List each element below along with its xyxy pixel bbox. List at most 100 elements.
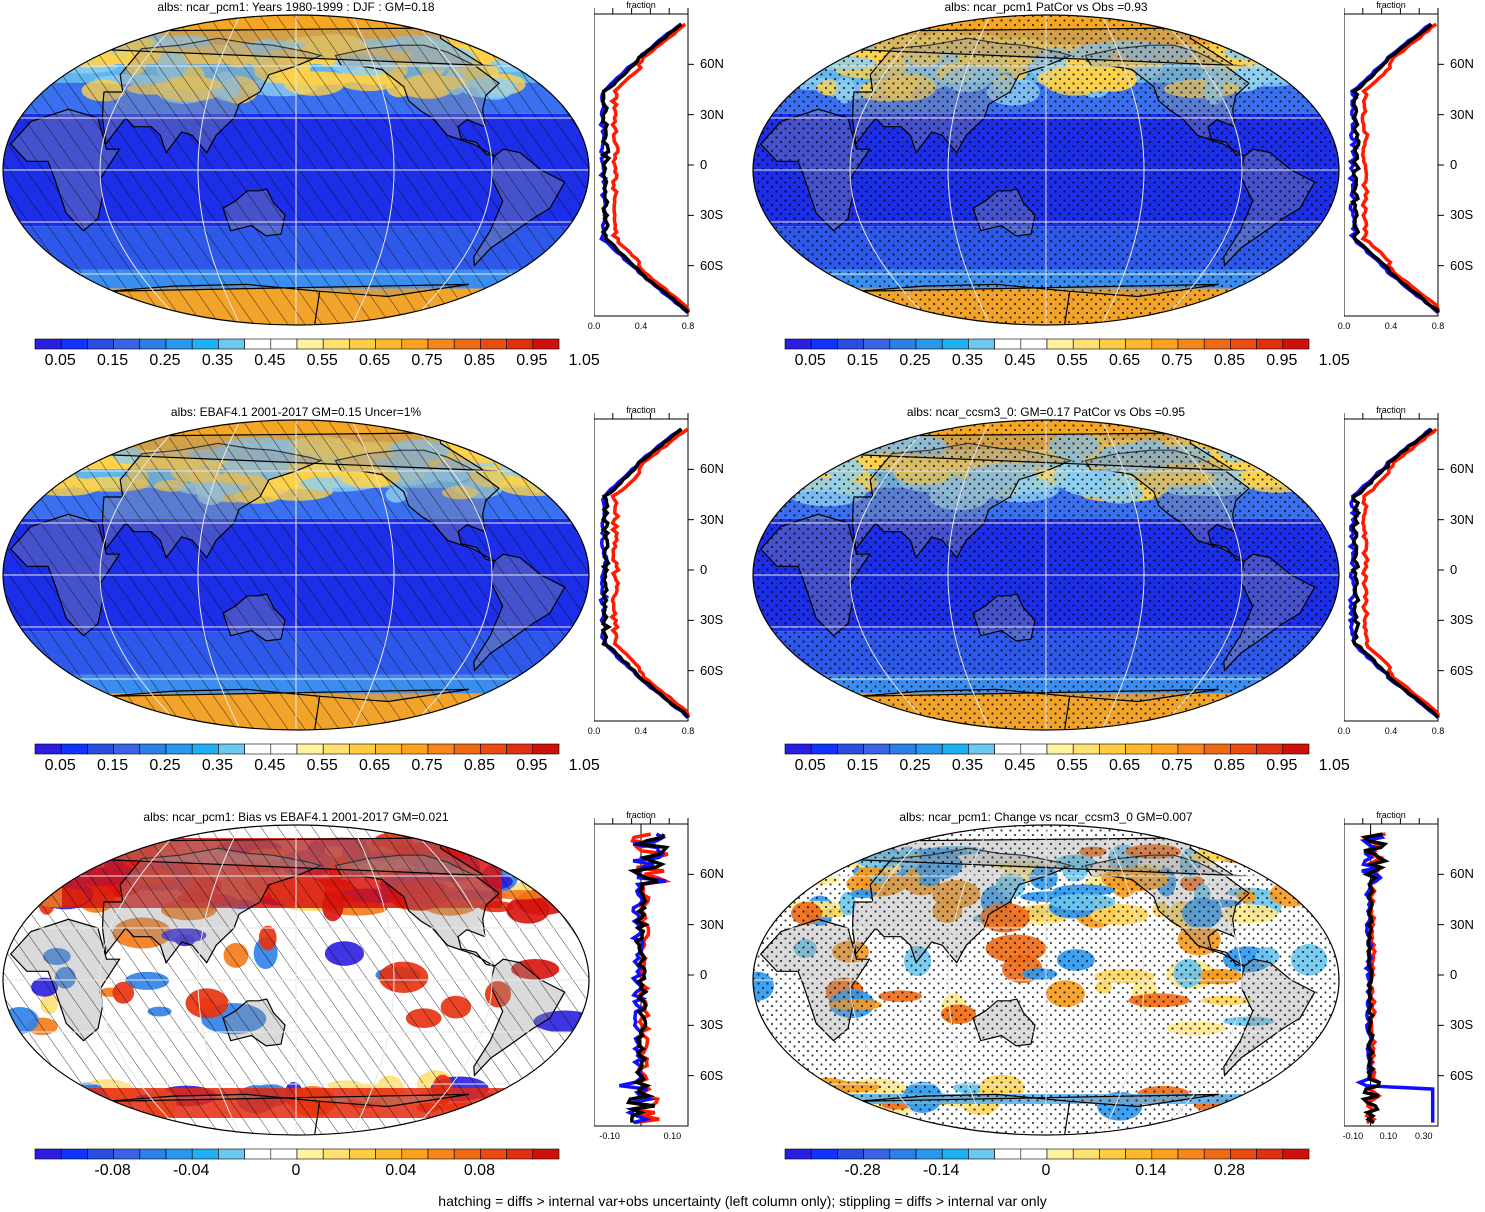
profile-x-tick-label: 0.10 (663, 1131, 682, 1141)
profile-x-tick-label: -0.10 (1342, 1131, 1364, 1141)
panel-title: albs: ncar_pcm1 PatCor vs Obs =0.93 (944, 0, 1148, 14)
lat-label: 30N (1450, 511, 1474, 527)
colorbar-tick-label: 0.08 (463, 1162, 495, 1179)
lat-label: 30S (1450, 612, 1474, 628)
colorbar (784, 338, 1310, 350)
colorbar-tick-label: 0.55 (306, 757, 338, 774)
colorbar-tick-label: 0.05 (794, 352, 826, 369)
panel-title: albs: ncar_pcm1: Change vs ncar_ccsm3_0 … (899, 810, 1193, 824)
colorbar-tick-label: 0.28 (1213, 1162, 1245, 1179)
colorbar-tick-label: 0.65 (1109, 352, 1141, 369)
profile-series-0 (1360, 22, 1440, 313)
panel-title: albs: EBAF4.1 2001-2017 GM=0.15 Uncer=1% (170, 405, 422, 419)
zonal-profile (594, 8, 694, 317)
profile-x-tick-label: 0.8 (1431, 321, 1445, 331)
colorbar-tick-label: 1.05 (568, 757, 600, 774)
lat-label: 30N (1450, 106, 1474, 122)
profile-series-2 (1360, 832, 1390, 1125)
colorbar-tick-label: 0.55 (1056, 757, 1088, 774)
lat-label: 60S (1450, 662, 1474, 678)
profile-axis-label: fraction (1376, 405, 1406, 415)
profile-axis-label: fraction (1376, 0, 1406, 10)
profile-series-2 (599, 22, 690, 314)
colorbar-tick-label: 1.05 (568, 352, 600, 369)
map (2, 419, 590, 731)
colorbar-tick-label: 0.15 (847, 757, 879, 774)
panel-p6: albs: ncar_pcm1: Change vs ncar_ccsm3_0 … (750, 810, 1485, 1210)
lat-label: 60S (700, 662, 724, 678)
colorbar (34, 1148, 560, 1160)
panel-title: albs: ncar_ccsm3_0: GM=0.17 PatCor vs Ob… (906, 405, 1186, 419)
colorbar-tick-label: 0.25 (149, 757, 181, 774)
profile-x-tick-label: 0.30 (1415, 1131, 1433, 1141)
profile-x-tick-label: 0.4 (634, 726, 648, 736)
colorbar-tick-label: 0.65 (359, 352, 391, 369)
profile-axis-label: fraction (1376, 810, 1406, 820)
lat-label: 60N (700, 56, 724, 72)
profile-series-0 (1360, 427, 1440, 718)
colorbar-tick-label: 0.55 (1056, 352, 1088, 369)
colorbar-tick-label: 0.75 (411, 352, 443, 369)
profile-series-1 (1347, 22, 1440, 314)
colorbar-tick-label: 1.05 (1318, 757, 1350, 774)
colorbar-tick-label: 0.25 (899, 352, 931, 369)
colorbar-tick-label: 0.35 (201, 352, 233, 369)
lat-label: 60N (700, 461, 724, 477)
lat-label: 60N (1450, 866, 1474, 882)
profile-series-2 (1350, 22, 1440, 314)
panel-p2: albs: ncar_pcm1 PatCor vs Obs =0.93 60N 30… (750, 0, 1485, 400)
colorbar-tick-label: 0.05 (44, 352, 76, 369)
colorbar (784, 1148, 1310, 1160)
panel-title: albs: ncar_pcm1: Bias vs EBAF4.1 2001-20… (143, 810, 449, 824)
panel-p4: albs: ncar_ccsm3_0: GM=0.17 PatCor vs Ob… (750, 405, 1485, 805)
lat-label: 0 (700, 967, 708, 982)
colorbar-tick-label: 0.95 (516, 352, 548, 369)
profile-series-0 (609, 22, 690, 313)
profile-x-tick-label: 0.8 (681, 726, 695, 736)
map (752, 824, 1340, 1136)
colorbar-tick-label: 0.35 (201, 757, 233, 774)
colorbar-tick-label: 1.05 (1318, 352, 1350, 369)
colorbar-tick-label: 0.75 (1161, 757, 1193, 774)
colorbar-tick-label: 0.35 (951, 352, 983, 369)
profile-x-tick-label: 0.0 (1337, 321, 1351, 331)
profile-x-tick-label: 0.4 (634, 321, 648, 331)
lat-label: 30N (700, 916, 724, 932)
colorbar-tick-label: 0.05 (794, 757, 826, 774)
profile-x-tick-label: 0.0 (587, 726, 601, 736)
colorbar-tick-label: 0.15 (847, 352, 879, 369)
colorbar-tick-label: 0.05 (44, 757, 76, 774)
lat-label: 0 (700, 157, 708, 172)
profile-x-tick-label: 0.10 (1379, 1131, 1398, 1141)
colorbar-tick-label: 0.75 (411, 757, 443, 774)
colorbar-tick-label: 0.04 (385, 1162, 417, 1179)
colorbar-tick-label: -0.28 (844, 1162, 881, 1179)
zonal-profile (594, 413, 694, 722)
profile-series-2 (625, 833, 670, 1123)
colorbar-tick-label: 0.15 (97, 352, 129, 369)
colorbar-tick-label: 0.45 (254, 352, 286, 369)
lat-label: 30S (1450, 1017, 1474, 1033)
zonal-profile (594, 818, 694, 1127)
colorbar-tick-label: 0.45 (1004, 757, 1036, 774)
lat-label: 30N (1450, 916, 1474, 932)
lat-label: 0 (1450, 967, 1458, 982)
lat-label: 30S (700, 612, 724, 628)
panel-p5: albs: ncar_pcm1: Bias vs EBAF4.1 2001-20… (0, 810, 735, 1210)
profile-x-tick-label: 0.4 (1384, 726, 1398, 736)
lat-label: 60S (700, 1067, 724, 1083)
colorbar-tick-label: -0.04 (172, 1162, 210, 1179)
lat-label: 60N (1450, 461, 1474, 477)
colorbar-tick-label: 0.85 (1213, 757, 1245, 774)
footnote: hatching = diffs > internal var+obs unce… (438, 1193, 1047, 1209)
colorbar-tick-label: 0.45 (1004, 352, 1036, 369)
panel-title: albs: ncar_pcm1: Years 1980-1999 : DJF :… (157, 0, 435, 14)
colorbar (34, 743, 560, 755)
colorbar-tick-label: 0.85 (463, 352, 495, 369)
map (752, 419, 1340, 731)
lat-label: 60N (1450, 56, 1474, 72)
lat-label: 30S (1450, 207, 1474, 223)
profile-x-tick-label: 0.0 (587, 321, 601, 331)
profile-axis-label: fraction (626, 405, 656, 415)
profile-x-tick-label: 0.0 (1337, 726, 1351, 736)
